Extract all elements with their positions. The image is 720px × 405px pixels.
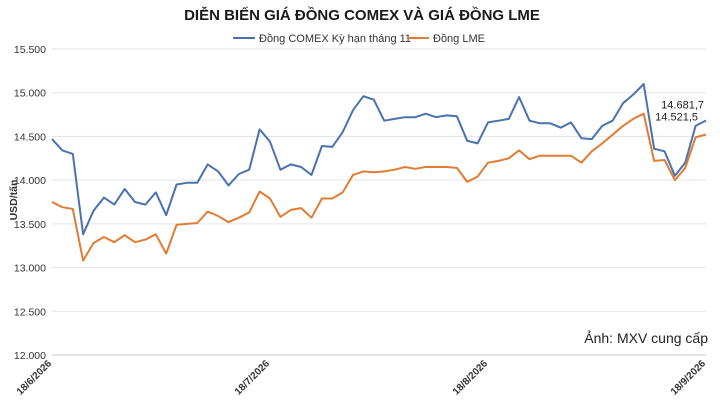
legend-label-comex: Đồng COMEX Kỳ hạn tháng 11 xyxy=(259,33,411,45)
x-axis-ticks: 18/6/2026 18/7/2026 18/8/2026 18/9/2026 xyxy=(15,358,709,398)
x-tick-label: 18/8/2026 xyxy=(451,358,491,398)
y-tick-label: 14.500 xyxy=(14,131,46,143)
y-tick-label: 12.000 xyxy=(14,350,46,362)
data-label: 14.681,7 xyxy=(661,100,704,112)
y-axis-label: USD/tấn xyxy=(8,180,20,221)
series-line-comex xyxy=(51,83,707,236)
legend: Đồng COMEX Kỳ hạn tháng 11 Đồng LME xyxy=(233,33,485,45)
x-tick-label: 18/9/2026 xyxy=(669,358,709,398)
series-line-lme xyxy=(51,112,707,262)
y-tick-label: 13.500 xyxy=(14,219,46,231)
y-tick-label: 13.000 xyxy=(14,263,46,275)
series-lines xyxy=(51,83,707,262)
data-labels: 14.681,714.521,5 xyxy=(655,100,704,124)
y-tick-label: 15.500 xyxy=(14,44,46,56)
x-tick-label: 18/6/2026 xyxy=(15,358,55,398)
gridlines xyxy=(52,48,706,312)
data-label: 14.521,5 xyxy=(655,112,698,124)
y-tick-label: 14.000 xyxy=(14,175,46,187)
y-tick-label: 15.000 xyxy=(14,88,46,100)
chart-title: DIỄN BIẾN GIÁ ĐỒNG COMEX VÀ GIÁ ĐỒNG LME xyxy=(184,6,540,24)
legend-label-lme: Đồng LME xyxy=(433,33,485,45)
x-tick-label: 18/7/2026 xyxy=(233,358,273,398)
y-tick-label: 12.500 xyxy=(14,306,46,318)
y-axis-ticks: 12.000 12.500 13.000 13.500 14.000 14.500 15.0… xyxy=(14,44,46,362)
photo-credit: Ảnh: MXV cung cấp xyxy=(584,330,708,346)
